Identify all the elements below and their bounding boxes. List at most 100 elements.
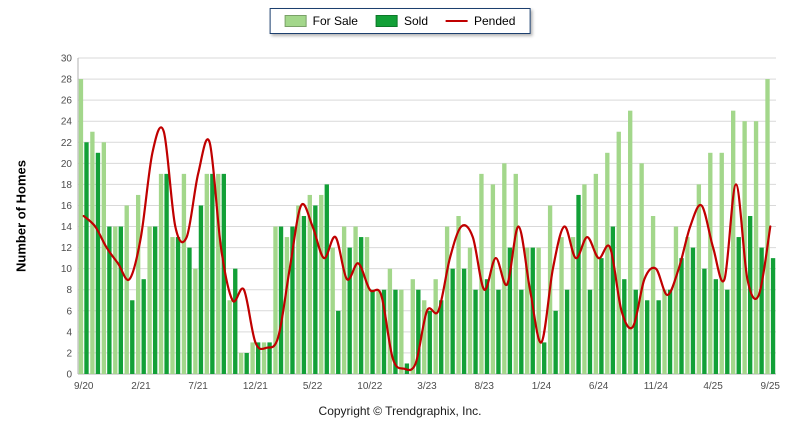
copyright-text: Copyright © Trendgraphix, Inc. (318, 404, 482, 418)
bar-sold (152, 226, 158, 374)
bar-sold (473, 289, 478, 374)
x-tick-label: 4/25 (703, 381, 723, 392)
bar-for-sale (582, 184, 587, 374)
bar-sold (187, 247, 192, 374)
y-tick-label: 26 (61, 96, 73, 107)
y-tick-label: 30 (61, 54, 73, 65)
bar-sold (759, 247, 764, 374)
bar-sold (576, 194, 581, 374)
legend-item-sold: Sold (375, 14, 429, 28)
y-tick-label: 10 (61, 264, 73, 275)
bar-sold (450, 268, 455, 374)
bar-sold (84, 142, 89, 374)
bar-for-sale (639, 163, 644, 374)
bar-sold (679, 258, 684, 374)
bar-for-sale (719, 152, 724, 374)
bar-for-sale (513, 173, 518, 374)
bar-for-sale (731, 110, 736, 375)
bar-for-sale (753, 121, 759, 374)
bar-for-sale (525, 247, 530, 374)
legend-label-for-sale: For Sale (312, 14, 358, 28)
bar-for-sale (78, 79, 84, 375)
legend-label-sold: Sold (403, 14, 429, 28)
bar-sold (496, 289, 501, 374)
bar-sold (416, 289, 421, 374)
x-tick-label: 2/21 (131, 381, 151, 392)
bar-sold (553, 310, 558, 374)
bar-sold (313, 205, 318, 374)
legend-item-pended: Pended (446, 14, 515, 28)
bar-for-sale (433, 279, 438, 374)
y-tick-label: 16 (61, 201, 73, 212)
bar-sold (255, 342, 261, 374)
bar-sold (290, 226, 295, 374)
y-tick-label: 28 (61, 75, 73, 86)
bar-sold (542, 342, 547, 374)
bar-for-sale (330, 247, 335, 374)
bar-sold (267, 342, 272, 374)
bar-for-sale (708, 152, 713, 374)
bar-for-sale (490, 184, 496, 374)
bar-for-sale (422, 300, 427, 374)
x-tick-label: 7/21 (188, 381, 208, 392)
bar-for-sale (273, 226, 278, 374)
bar-for-sale (696, 184, 702, 374)
legend-item-for-sale: For Sale (284, 14, 358, 28)
x-tick-label: 12/21 (243, 381, 268, 392)
bar-for-sale (90, 131, 95, 374)
bar-sold (439, 300, 444, 374)
y-tick-label: 2 (66, 348, 72, 359)
y-tick-label: 22 (61, 138, 73, 149)
chart-legend: For Sale Sold Pended (269, 8, 531, 34)
bar-for-sale (227, 300, 232, 374)
bar-sold (599, 258, 604, 374)
bar-sold (507, 247, 513, 374)
bar-for-sale (319, 194, 324, 374)
bar-for-sale (662, 289, 667, 374)
bar-sold (336, 310, 341, 374)
bar-sold (370, 289, 375, 374)
bar-for-sale (467, 247, 473, 374)
bar-for-sale (364, 237, 370, 374)
bar-sold (221, 173, 226, 374)
bar-sold (118, 226, 123, 374)
bar-sold (736, 237, 741, 374)
bar-sold (747, 216, 753, 374)
bar-sold (278, 226, 284, 374)
bar-sold (358, 237, 364, 374)
bar-sold (713, 279, 719, 374)
bar-for-sale (238, 352, 244, 374)
bar-for-sale (204, 173, 209, 374)
bar-for-sale (399, 289, 404, 374)
bar-sold (130, 300, 135, 374)
bar-sold (519, 289, 524, 374)
sold-swatch-icon (375, 15, 398, 27)
bar-sold (587, 289, 593, 374)
bar-for-sale (170, 237, 175, 374)
bar-for-sale (135, 194, 141, 374)
bar-for-sale (307, 194, 312, 374)
bar-sold (564, 289, 570, 374)
bar-sold (484, 279, 490, 374)
bar-sold (770, 258, 776, 374)
bar-sold (107, 226, 112, 374)
x-tick-label: 9/20 (74, 381, 94, 392)
bar-for-sale (559, 237, 564, 374)
bar-for-sale (628, 110, 633, 375)
bar-for-sale (193, 268, 198, 374)
x-tick-label: 11/24 (644, 381, 669, 392)
for-sale-swatch-icon (284, 15, 307, 27)
bar-for-sale (101, 142, 107, 374)
bar-for-sale (605, 152, 610, 374)
bar-sold (233, 268, 238, 374)
bar-sold (244, 352, 249, 374)
y-tick-label: 0 (66, 370, 72, 381)
bar-sold (656, 300, 661, 374)
bar-for-sale (479, 173, 484, 374)
bar-for-sale (456, 216, 461, 374)
bar-for-sale (296, 205, 301, 374)
bar-for-sale (673, 226, 679, 374)
y-tick-label: 8 (66, 285, 72, 296)
bar-for-sale (444, 226, 450, 374)
bar-sold (175, 237, 181, 374)
